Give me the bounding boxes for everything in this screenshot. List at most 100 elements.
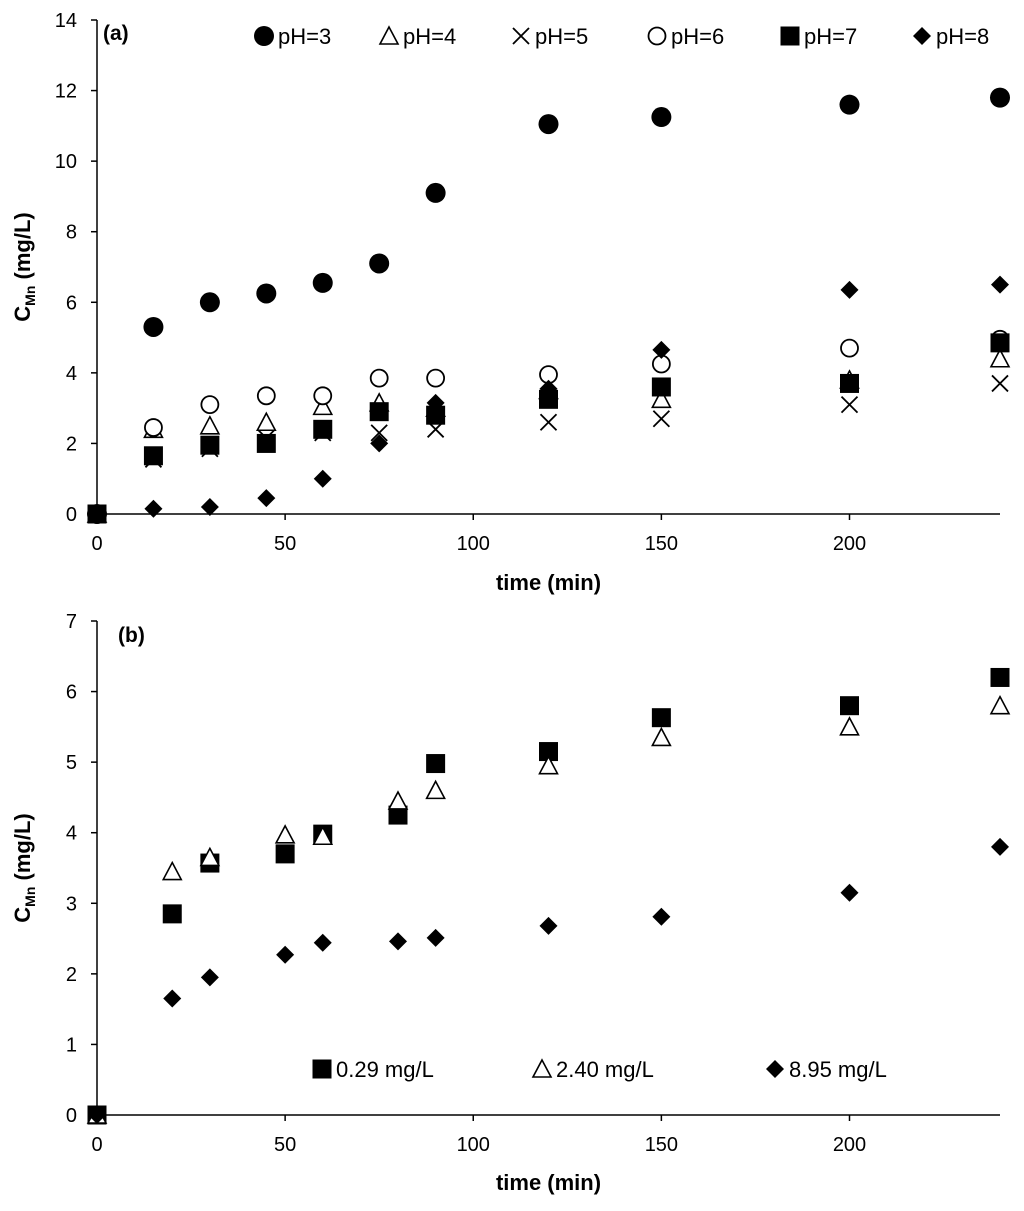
series-ph-7: [87, 333, 1010, 524]
data-point: [275, 844, 295, 864]
legend-label: pH=6: [671, 24, 724, 49]
data-point: [370, 424, 388, 442]
data-point: [991, 837, 1009, 856]
data-point: [313, 386, 333, 406]
data-point: [651, 377, 671, 397]
legend-marker: [913, 27, 931, 45]
data-point: [312, 395, 334, 416]
data-point: [990, 87, 1010, 108]
y-tick-label: 12: [55, 81, 77, 103]
legend-item: pH=3: [254, 24, 331, 49]
y-tick-label: 6: [66, 292, 77, 314]
data-point: [313, 469, 332, 488]
data-point: [652, 907, 671, 926]
data-point: [538, 114, 559, 135]
data-point: [651, 107, 672, 128]
data-point: [539, 742, 558, 762]
data-point: [312, 272, 333, 293]
y-tick-label: 7: [66, 611, 77, 633]
legend-label: 8.95 mg/L: [789, 1057, 887, 1082]
legend-item: 8.95 mg/L: [766, 1057, 887, 1082]
data-point: [651, 388, 672, 409]
legend-item: 2.40 mg/L: [531, 1057, 654, 1082]
y-axis-title: CMn (mg/L): [10, 212, 38, 321]
y-tick-label: 2: [66, 433, 77, 455]
data-point: [200, 435, 220, 455]
legend-marker: [378, 25, 400, 45]
data-point: [388, 805, 408, 825]
y-axis-title-subscript: Mn: [22, 887, 38, 907]
legend-item: pH=4: [378, 24, 456, 49]
data-point: [840, 338, 859, 358]
data-point: [839, 94, 860, 115]
data-point: [539, 379, 558, 398]
data-point: [88, 505, 106, 523]
y-tick-label: 3: [66, 893, 77, 915]
x-tick-label: 150: [645, 533, 678, 555]
y-axis-title-unit: (mg/L): [10, 212, 35, 285]
data-point: [313, 419, 333, 439]
data-point: [256, 386, 276, 406]
legend-marker: [312, 1059, 332, 1079]
legend-marker: [531, 1058, 553, 1078]
legend-label: pH=7: [804, 24, 857, 49]
data-point: [538, 754, 559, 775]
x-tick-label: 0: [91, 533, 102, 555]
data-point: [369, 402, 389, 422]
data-point: [369, 368, 389, 388]
data-point: [199, 415, 221, 435]
legend-item: pH=7: [780, 24, 857, 49]
y-tick-label: 5: [66, 752, 77, 774]
x-tick-label: 200: [833, 533, 866, 555]
data-point: [539, 413, 558, 431]
data-point: [425, 779, 446, 800]
y-axis-title-unit: (mg/L): [10, 813, 35, 886]
data-point: [88, 1106, 106, 1124]
legend-marker: [780, 26, 800, 46]
panel-label: (b): [118, 624, 145, 647]
data-point: [840, 696, 859, 716]
data-point: [426, 393, 445, 412]
y-tick-label: 10: [55, 151, 77, 173]
legend-marker: [766, 1060, 784, 1078]
data-point: [989, 348, 1011, 368]
data-point: [162, 904, 182, 924]
legend-item: pH=6: [647, 24, 724, 49]
series-2-40-mg-l: [86, 694, 1011, 1124]
data-point: [200, 395, 220, 415]
panel-b: 0 1 2 3 4 5 6 7 0 50 100 150 200 time (min) CMn (mg/L)…: [10, 611, 1011, 1195]
data-point: [256, 433, 276, 453]
data-point: [370, 434, 389, 453]
data-point: [991, 374, 1009, 393]
y-axis-title-main: C: [10, 907, 35, 923]
legend-marker: [512, 27, 530, 45]
data-point: [840, 280, 859, 299]
y-tick-label: 4: [66, 823, 77, 845]
legend-item: pH=5: [512, 24, 588, 49]
legend-item: 0.29 mg/L: [312, 1057, 434, 1082]
data-point: [161, 860, 183, 881]
data-point: [990, 333, 1010, 353]
data-point: [200, 968, 219, 987]
legend: 0.29 mg/L 2.40 mg/L 8.95 mg/L: [312, 1057, 887, 1082]
data-point: [312, 825, 334, 846]
data-point: [426, 754, 446, 774]
y-tick-label: 0: [66, 504, 77, 526]
y-axis-title-main: C: [10, 306, 35, 322]
x-tick-label: 200: [833, 1134, 866, 1156]
x-axis-title: time (min): [496, 1170, 601, 1195]
data-point: [389, 932, 407, 951]
data-point: [426, 928, 445, 947]
data-point: [652, 340, 671, 359]
data-point: [990, 667, 1010, 687]
legend-label: pH=5: [535, 24, 588, 49]
data-point: [256, 283, 277, 304]
data-point: [144, 418, 163, 437]
data-point: [143, 446, 163, 466]
x-axis-title: time (min): [496, 570, 601, 595]
x-tick-label: 100: [457, 1134, 490, 1156]
data-point: [143, 316, 164, 337]
data-point: [651, 726, 672, 747]
legend-label: pH=4: [403, 24, 456, 49]
legend: pH=3 pH=4 pH=5 pH=6 pH=7 pH=8: [254, 24, 989, 49]
